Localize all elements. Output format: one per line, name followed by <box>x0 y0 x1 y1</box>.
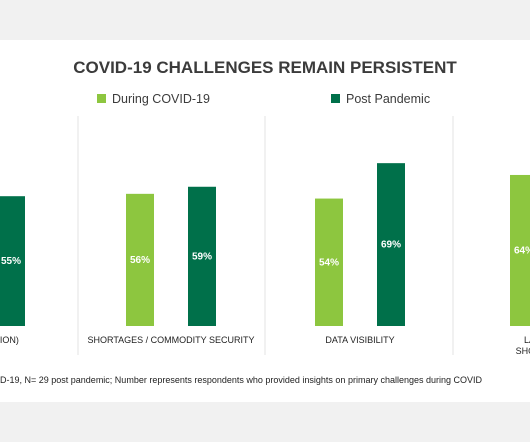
category-label-1: S (EX: INFLATION) <box>0 335 19 345</box>
bar-during-2 <box>126 193 154 326</box>
value-label-post-2: 59% <box>192 251 212 262</box>
bar-post-2 <box>188 186 216 326</box>
legend: During COVID-19 Post Pandemic <box>97 92 430 106</box>
footnote: D-19, N= 29 post pandemic; Number repres… <box>0 375 482 385</box>
category-label-4-line2: SHORTAGES, RET <box>516 346 530 356</box>
legend-swatch-during <box>97 94 106 103</box>
legend-swatch-post <box>331 94 340 103</box>
category-labels: S (EX: INFLATION) SHORTAGES / COMMODITY S… <box>0 335 530 356</box>
bars: 55% 56% 59% 54% 69% 64% <box>0 163 530 326</box>
value-label-during-2: 56% <box>130 255 150 266</box>
chart-card: COVID-19 CHALLENGES REMAIN PERSISTENT Du… <box>0 40 530 402</box>
bar-during-4 <box>510 174 530 326</box>
category-dividers <box>77 116 454 355</box>
category-label-2: SHORTAGES / COMMODITY SECURITY <box>87 335 254 345</box>
value-label-during-3: 54% <box>319 257 339 268</box>
value-label-during-4: 64% <box>514 245 530 256</box>
category-label-3: DATA VISIBILITY <box>325 335 394 345</box>
value-label-post-3: 69% <box>381 240 401 251</box>
legend-label-post: Post Pandemic <box>346 92 430 106</box>
legend-label-during: During COVID-19 <box>112 92 210 106</box>
bar-post-3 <box>377 163 405 326</box>
value-label-post-1: 55% <box>1 256 21 267</box>
bar-post-1 <box>0 196 25 326</box>
chart-title: COVID-19 CHALLENGES REMAIN PERSISTENT <box>73 58 457 77</box>
bar-chart: COVID-19 CHALLENGES REMAIN PERSISTENT Du… <box>0 58 530 385</box>
bar-during-3 <box>315 198 343 326</box>
category-label-4: LABOR CHALL <box>524 335 530 345</box>
